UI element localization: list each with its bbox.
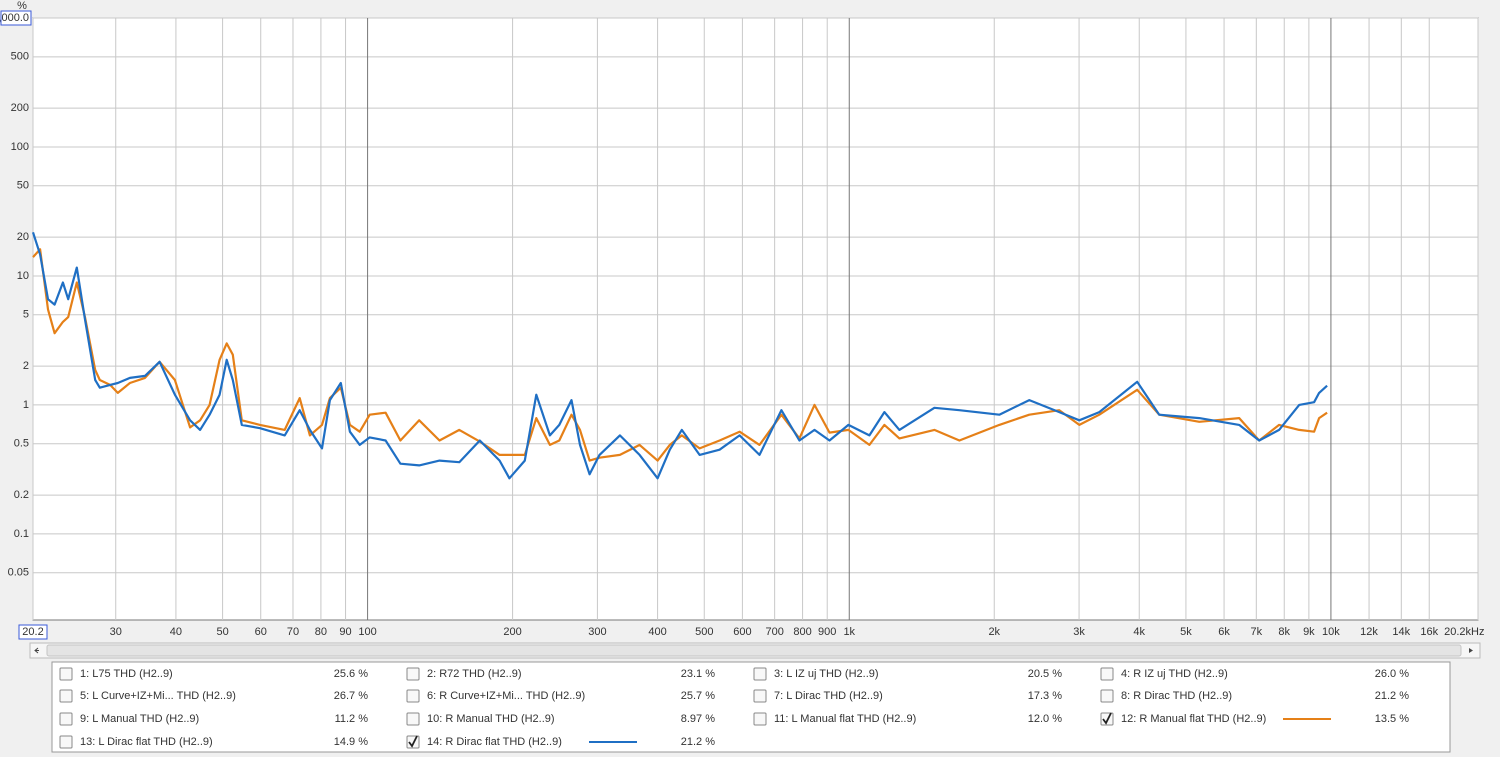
x-tick-label: 700 (765, 626, 783, 638)
y-tick-label: 2 (23, 360, 29, 372)
legend-checkbox[interactable] (406, 689, 420, 703)
x-tick-label: 90 (339, 626, 351, 638)
legend-reading: 21.2 % (681, 736, 715, 748)
legend-checkbox[interactable] (59, 735, 73, 749)
y-tick-label: 1,000.0 (0, 12, 29, 24)
y-tick-label: 5 (23, 309, 29, 321)
scroll-left[interactable] (34, 647, 39, 654)
legend-label[interactable]: 1: L75 THD (H2..9) (80, 668, 173, 680)
legend-reading: 11.2 % (335, 713, 369, 725)
x-tick-label: 16k (1420, 626, 1438, 638)
y-tick-label: 10 (17, 270, 29, 282)
x-tick-label: 70 (287, 626, 299, 638)
y-unit: % (17, 0, 27, 12)
legend-reading: 21.2 % (1375, 690, 1409, 702)
x-tick-label: 10k (1322, 626, 1340, 638)
x-tick-label: 40 (170, 626, 182, 638)
legend-label[interactable]: 9: L Manual THD (H2..9) (80, 713, 199, 725)
legend-checkbox[interactable] (753, 712, 767, 726)
legend-label[interactable]: 11: L Manual flat THD (H2..9) (774, 713, 916, 725)
x-tick-label: 50 (216, 626, 228, 638)
y-tick-label: 100 (11, 141, 29, 153)
legend-reading: 26.0 % (1375, 668, 1409, 680)
x-tick-label: 1k (843, 626, 855, 638)
legend-reading: 8.97 % (681, 713, 715, 725)
legend-reading: 13.5 % (1375, 713, 1409, 725)
scrollbar-thumb[interactable] (46, 644, 1462, 657)
x-tick-label: 800 (793, 626, 811, 638)
x-tick-label: 20.2 (22, 626, 43, 638)
x-tick-label: 2k (988, 626, 1000, 638)
legend-label[interactable]: 13: L Dirac flat THD (H2..9) (80, 736, 213, 748)
y-tick-label: 200 (11, 102, 29, 114)
x-tick-label: 7k (1250, 626, 1262, 638)
legend-reading: 17.3 % (1028, 690, 1062, 702)
x-tick-label: 30 (110, 626, 122, 638)
x-limit-box (18, 624, 48, 640)
x-tick-label: 5k (1180, 626, 1192, 638)
x-tick-label: 900 (818, 626, 836, 638)
legend-reading: 23.1 % (681, 668, 715, 680)
legend-checkbox[interactable] (753, 667, 767, 681)
legend-checkbox[interactable] (1100, 689, 1114, 703)
y-tick-label: 0.5 (14, 438, 29, 450)
legend-label[interactable]: 8: R Dirac THD (H2..9) (1121, 690, 1232, 702)
legend-checkbox[interactable] (59, 667, 73, 681)
legend-checkbox[interactable] (406, 667, 420, 681)
legend-label[interactable]: 14: R Dirac flat THD (H2..9) (427, 736, 562, 748)
legend-label[interactable]: 6: R Curve+IZ+Mi... THD (H2..9) (427, 690, 585, 702)
x-tick-label: 80 (315, 626, 327, 638)
x-tick-label: 20.2k (1444, 626, 1471, 638)
x-tick-label: 9k (1303, 626, 1315, 638)
checkmark (1102, 712, 1112, 725)
x-tick-label: 4k (1133, 626, 1145, 638)
y-tick-label: 1 (23, 399, 29, 411)
x-tick-label: 100 (358, 626, 376, 638)
x-tick-label: 6k (1218, 626, 1230, 638)
legend-checkbox[interactable] (59, 712, 73, 726)
legend-reading: 26.7 % (334, 690, 368, 702)
x-tick-label: 600 (733, 626, 751, 638)
y-tick-label: 0.1 (14, 528, 29, 540)
y-limit-box (0, 10, 32, 26)
x-unit: Hz (1471, 626, 1484, 638)
legend-label[interactable]: 10: R Manual THD (H2..9) (427, 713, 555, 725)
scroll-right[interactable] (1469, 648, 1473, 653)
legend-reading: 12.0 % (1028, 713, 1062, 725)
legend-checkbox[interactable] (1100, 667, 1114, 681)
x-tick-label: 60 (255, 626, 267, 638)
legend-label[interactable]: 5: L Curve+IZ+Mi... THD (H2..9) (80, 690, 236, 702)
checkmark (408, 735, 418, 748)
legend-label[interactable]: 12: R Manual flat THD (H2..9) (1121, 713, 1266, 725)
legend-panel (51, 661, 1451, 753)
x-tick-label: 500 (695, 626, 713, 638)
legend-reading: 25.7 % (681, 690, 715, 702)
x-tick-label: 14k (1392, 626, 1410, 638)
x-tick-label: 200 (503, 626, 521, 638)
legend-label[interactable]: 2: R72 THD (H2..9) (427, 668, 522, 680)
x-tick-label: 12k (1360, 626, 1378, 638)
legend-checkbox[interactable] (406, 712, 420, 726)
x-tick-label: 300 (588, 626, 606, 638)
plot-area (32, 17, 1479, 621)
y-tick-label: 50 (17, 180, 29, 192)
legend-checkbox[interactable] (59, 689, 73, 703)
y-tick-label: 0.2 (14, 489, 29, 501)
legend-label[interactable]: 4: R IZ uj THD (H2..9) (1121, 668, 1228, 680)
y-tick-label: 20 (17, 231, 29, 243)
legend-checkbox[interactable] (753, 689, 767, 703)
y-tick-label: 500 (11, 51, 29, 63)
legend-label[interactable]: 7: L Dirac THD (H2..9) (774, 690, 883, 702)
y-tick-label: 0.05 (8, 567, 29, 579)
x-tick-label: 400 (648, 626, 666, 638)
x-tick-label: 3k (1073, 626, 1085, 638)
trace-line (31, 231, 1328, 480)
legend-label[interactable]: 3: L IZ uj THD (H2..9) (774, 668, 879, 680)
legend-reading: 25.6 % (334, 668, 368, 680)
legend-reading: 14.9 % (334, 736, 368, 748)
legend-reading: 20.5 % (1028, 668, 1062, 680)
x-tick-label: 8k (1278, 626, 1290, 638)
